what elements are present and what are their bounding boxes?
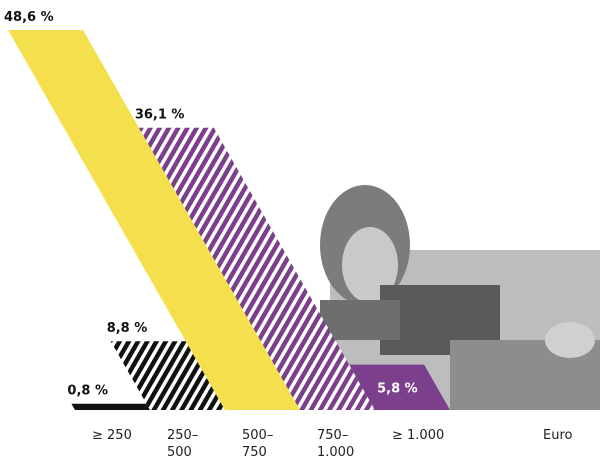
bar — [349, 364, 450, 410]
value-label: 8,8 % — [107, 321, 148, 336]
bar — [71, 403, 150, 410]
value-label: 5,8 % — [377, 382, 418, 397]
bar — [110, 341, 225, 410]
bar — [138, 127, 375, 410]
value-label: 36,1 % — [135, 108, 185, 123]
value-label: 48,6 % — [4, 10, 54, 25]
unit-label: Euro — [543, 428, 573, 443]
x-tick-label: 250– 500 — [167, 428, 199, 460]
x-tick-label: 750– 1.000 — [317, 428, 355, 460]
value-label: 0,8 % — [67, 384, 108, 399]
x-tick-label: 500– 750 — [242, 428, 274, 460]
bar — [8, 30, 301, 410]
x-tick-label: ≥ 1.000 — [392, 428, 445, 443]
photo — [320, 185, 600, 410]
x-tick-label: ≥ 250 — [92, 428, 132, 443]
